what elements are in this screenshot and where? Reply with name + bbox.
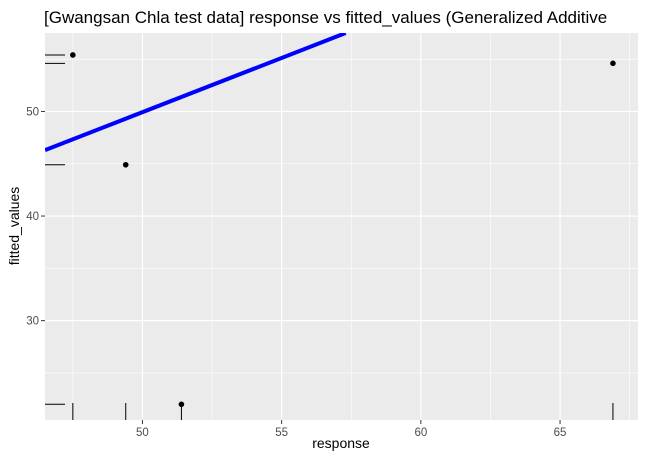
x-tick-label: 60 xyxy=(414,427,427,439)
data-point xyxy=(70,52,76,58)
plot-panel xyxy=(45,33,638,420)
y-axis-title: fitted_values xyxy=(6,187,22,266)
x-axis-title: response xyxy=(312,435,370,451)
x-tick-label: 65 xyxy=(554,427,567,439)
major-gridlines xyxy=(45,33,638,420)
fit-line xyxy=(45,33,347,153)
x-tick-label: 55 xyxy=(275,427,288,439)
data-point xyxy=(122,161,129,168)
y-tick-label: 30 xyxy=(26,316,39,328)
y-axis-ticks: 30 40 50 xyxy=(26,106,45,328)
fit-line-layer xyxy=(45,33,347,153)
minor-gridlines xyxy=(45,33,638,420)
data-point xyxy=(178,401,185,408)
rug-marks xyxy=(45,54,614,420)
chart-title: [Gwangsan Chla test data] response vs fi… xyxy=(44,8,607,27)
data-point xyxy=(610,60,616,67)
x-tick-label: 50 xyxy=(136,427,149,439)
y-tick-label: 40 xyxy=(26,211,39,223)
y-tick-label: 50 xyxy=(26,106,39,118)
data-points xyxy=(70,52,616,408)
x-axis-ticks: 50 55 60 65 xyxy=(136,420,566,439)
